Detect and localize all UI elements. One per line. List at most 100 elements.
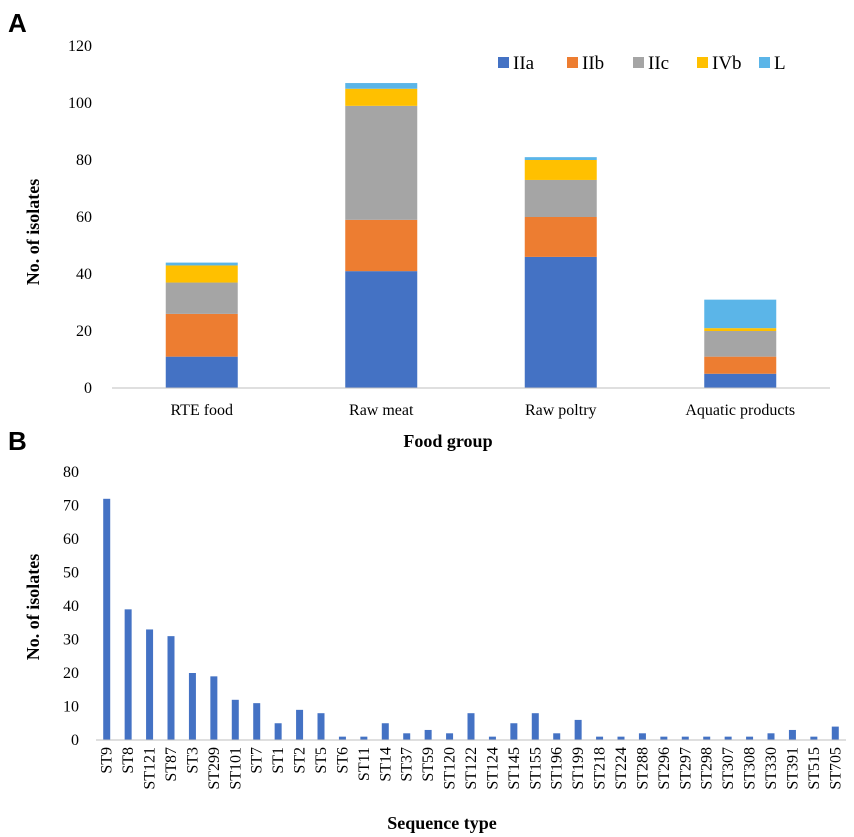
- panel-b-x-tick-label: ST199: [570, 747, 587, 790]
- panel-b-x-tick-label: ST120: [442, 747, 459, 790]
- panel-b-bar: [381, 723, 389, 740]
- panel-b-x-tick-label: ST307: [720, 747, 737, 790]
- panel-b-label: B: [8, 426, 27, 456]
- panel-b-y-title: No. of isolates: [23, 554, 43, 661]
- panel-b-y-tick-label: 10: [63, 699, 79, 716]
- panel-a-x-title: Food group: [403, 431, 492, 451]
- panel-b-bar: [681, 736, 689, 740]
- panel-a-legend-label: IIa: [513, 53, 535, 74]
- panel-b-bar: [574, 719, 582, 740]
- panel-a-bar-segment: [524, 217, 597, 257]
- panel-b-bar: [210, 676, 218, 740]
- panel-b-bar: [446, 733, 454, 740]
- panel-a-x-tick-label: Raw poltry: [525, 402, 597, 419]
- panel-a-legend-label: L: [774, 53, 786, 74]
- panel-b-bar: [424, 729, 432, 740]
- panel-a-y-tick-label: 120: [68, 38, 92, 55]
- panel-b-x-tick-label: ST6: [334, 747, 351, 774]
- panel-a-legend-swatch: [498, 57, 509, 68]
- panel-b-x-tick-label: ST218: [592, 747, 609, 790]
- panel-b-x-tick-label: ST145: [506, 747, 523, 790]
- panel-b-x-tick-label: ST515: [806, 747, 823, 790]
- panel-a-bar-segment: [345, 105, 418, 220]
- panel-b-x-tick-label: ST122: [463, 747, 480, 790]
- panel-b-x-tick-label: ST3: [184, 747, 201, 774]
- panel-b-bar: [617, 736, 625, 740]
- panel-b-bar: [810, 736, 818, 740]
- panel-b-x-tick-label: ST8: [120, 747, 137, 774]
- panel-b-x-tick-label: ST1: [270, 747, 287, 774]
- panel-a-bar-segment: [704, 331, 777, 357]
- panel-b-x-tick-label: ST330: [763, 747, 780, 790]
- panel-a-legend-swatch: [567, 57, 578, 68]
- panel-b-bar: [124, 609, 132, 740]
- panel-a-legend-label: IIc: [648, 53, 669, 74]
- panel-b-x-tick-label: ST14: [377, 747, 394, 782]
- panel-b-bar: [660, 736, 668, 740]
- panel-b-y-tick-label: 70: [63, 498, 79, 515]
- panel-a-y-tick-label: 60: [76, 209, 92, 226]
- panel-b-x-tick-label: ST87: [163, 747, 180, 782]
- panel-a-y-tick-label: 100: [68, 95, 92, 112]
- panel-b-x-tick-label: ST308: [742, 747, 759, 790]
- panel-b-bar: [510, 723, 518, 740]
- panel-b-y-tick-label: 30: [63, 632, 79, 649]
- panel-b-bar: [188, 673, 196, 740]
- panel-b-x-tick-label: ST299: [206, 747, 223, 790]
- panel-b-y-tick-label: 80: [63, 464, 79, 481]
- panel-b-x-tick-label: ST124: [484, 747, 501, 790]
- panel-a-bar-segment: [345, 83, 418, 89]
- panel-a-y-title: No. of isolates: [23, 179, 43, 286]
- panel-a-legend-label: IVb: [712, 53, 742, 74]
- panel-b-bar: [231, 699, 239, 740]
- panel-a-chart: A 0 20 40 60 80 100 120 RTE food Raw meat Raw po…: [8, 8, 830, 451]
- panel-b-y-tick-label: 50: [63, 565, 79, 582]
- panel-b-bar: [167, 636, 175, 740]
- panel-a-y-tick-label: 0: [84, 380, 92, 397]
- panel-b-x-tick-label: ST298: [699, 747, 716, 790]
- panel-b-bar: [531, 713, 539, 740]
- panel-b-x-tick-label: ST37: [399, 747, 416, 782]
- panel-a-bar-segment: [704, 356, 777, 374]
- panel-b-x-tick-label: ST224: [613, 747, 630, 790]
- panel-b-x-tick-label: ST288: [634, 747, 651, 790]
- panel-b-bar: [296, 709, 304, 740]
- panel-a-bar-segment: [345, 219, 418, 272]
- panel-b-x-tick-label: ST101: [227, 747, 244, 790]
- panel-b-x-tick-label: ST2: [292, 747, 309, 774]
- panel-b-y-tick-label: 60: [63, 531, 79, 548]
- panel-b-bar: [467, 713, 475, 740]
- panel-b-bar: [253, 703, 261, 740]
- panel-b-bar: [103, 498, 111, 740]
- panel-a-bar-segment: [524, 160, 597, 180]
- panel-b-bar: [146, 629, 154, 740]
- panel-b-x-tick-label: ST9: [99, 747, 116, 774]
- panel-b-x-tick-label: ST121: [142, 747, 159, 790]
- panel-a-bar-segment: [524, 157, 597, 160]
- panel-b-bar: [638, 733, 646, 740]
- panel-b-chart: B 0 10 20 30 40 50 60 70 80 ST9 ST8 ST121 ST87 ST3 ST…: [8, 426, 846, 833]
- panel-a-bar-segment: [165, 265, 238, 283]
- panel-a-bar-segment: [345, 271, 418, 388]
- panel-a-bar-segment: [165, 282, 238, 314]
- panel-b-x-tick-label: ST155: [527, 747, 544, 790]
- panel-b-y-tick-label: 40: [63, 598, 79, 615]
- panel-b-x-title: Sequence type: [387, 813, 497, 833]
- panel-b-bar: [360, 736, 368, 740]
- panel-b-bar: [746, 736, 754, 740]
- panel-b-bar: [488, 736, 496, 740]
- panel-a-bar-segment: [524, 256, 597, 388]
- panel-a-legend-swatch: [759, 57, 770, 68]
- panel-a-x-tick-label: RTE food: [170, 402, 233, 419]
- panel-a-x-tick-label: Raw meat: [349, 402, 414, 419]
- panel-a-label: A: [8, 8, 27, 38]
- panel-b-bar: [788, 729, 796, 740]
- panel-b-bar: [317, 713, 325, 740]
- panel-b-bar: [724, 736, 732, 740]
- panel-a-y-tick-label: 20: [76, 323, 92, 340]
- panel-b-x-tick-label: ST59: [420, 747, 437, 782]
- panel-b-bar: [403, 733, 411, 740]
- panel-b-y-tick-label: 0: [71, 732, 79, 749]
- panel-b-bar: [831, 726, 839, 740]
- panel-b-x-tick-label: ST297: [677, 747, 694, 790]
